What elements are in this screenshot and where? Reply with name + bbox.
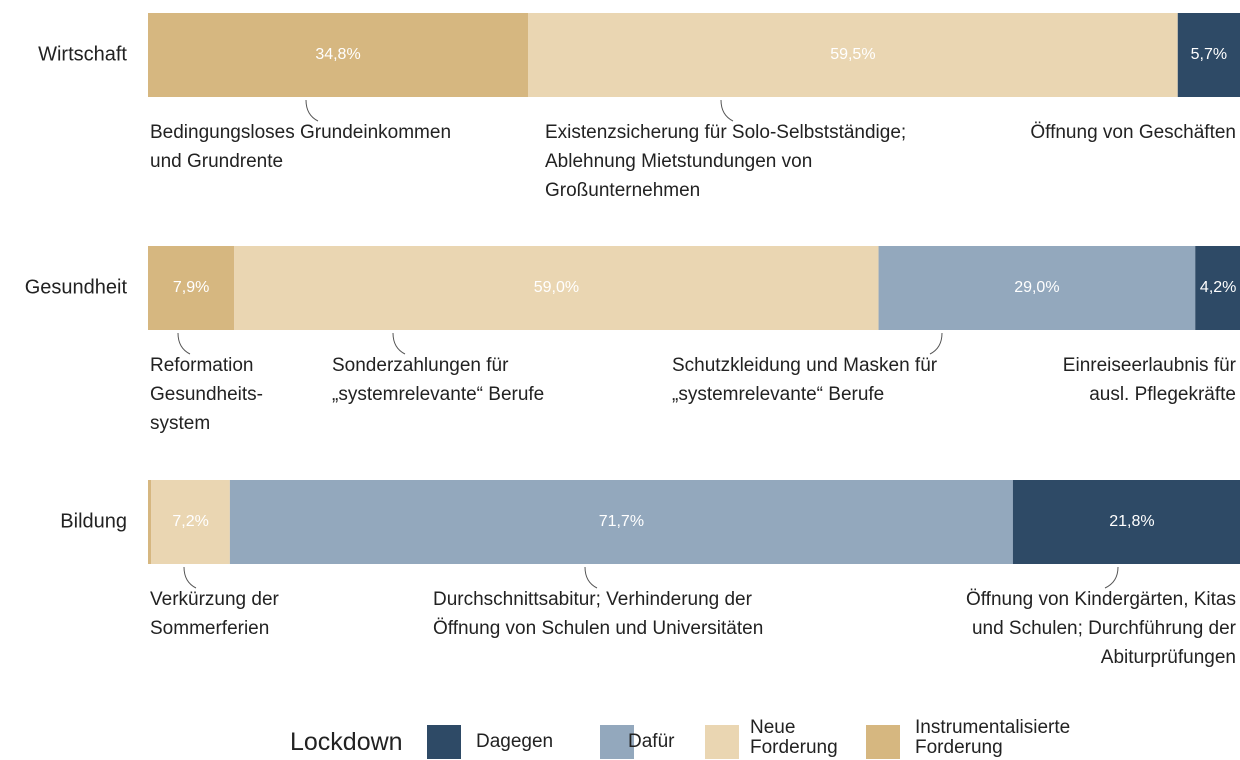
category-label: Gesundheit — [25, 276, 128, 298]
annotation-text: Öffnung von Geschäften — [1030, 122, 1236, 143]
bar-segment — [528, 13, 1178, 97]
bar-segment — [1195, 246, 1240, 330]
leader-line — [183, 566, 197, 589]
value-label: 59,0% — [534, 279, 579, 296]
annotation-text: Durchschnittsabitur; Verhinderung der — [433, 589, 753, 610]
leader-line — [305, 99, 319, 122]
value-label: 29,0% — [1014, 279, 1059, 296]
annotation-text: Gesundheits- — [150, 384, 263, 405]
annotation-text: Ablehnung Mietstundungen von — [545, 151, 812, 172]
annotation-text: „systemrelevante“ Berufe — [672, 384, 884, 405]
value-label: 21,8% — [1109, 513, 1154, 530]
annotation-text: Bedingungsloses Grundeinkommen — [150, 122, 451, 143]
value-label: 7,9% — [173, 279, 209, 296]
leader-line — [177, 332, 191, 355]
annotation-text: system — [150, 413, 210, 434]
annotation-text: Schutzkleidung und Masken für — [672, 355, 938, 376]
legend-title: Lockdown — [290, 728, 403, 756]
value-label: 4,2% — [1200, 279, 1236, 296]
annotation-text: Verkürzung der — [150, 589, 280, 610]
legend-label: Dagegen — [476, 731, 554, 752]
bar-segment — [151, 480, 230, 564]
leader-line — [720, 99, 734, 122]
bar-segment — [1012, 480, 1240, 564]
leader-line — [929, 332, 943, 355]
legend-swatch — [705, 725, 739, 759]
legend-swatch — [866, 725, 900, 759]
annotation-text: und Schulen; Durchführung der — [972, 618, 1237, 639]
annotation-text: Öffnung von Kindergärten, Kitas — [966, 589, 1236, 610]
value-label: 7,2% — [172, 513, 208, 530]
value-label: 71,7% — [599, 513, 644, 530]
category-label: Bildung — [60, 510, 127, 532]
category-label: Wirtschaft — [38, 43, 127, 65]
bar-segment — [148, 246, 235, 330]
value-label: 59,5% — [830, 46, 875, 63]
leader-line — [1104, 566, 1119, 589]
annotation-text: „systemrelevante“ Berufe — [332, 384, 544, 405]
annotation-text: Großunternehmen — [545, 180, 700, 201]
annotation-text: Sommerferien — [150, 618, 269, 639]
annotation-text: Reformation — [150, 355, 254, 376]
leader-line — [584, 566, 598, 589]
annotation-text: ausl. Pflegekräfte — [1089, 384, 1236, 405]
bar-segment — [229, 480, 1013, 564]
leader-line — [392, 332, 406, 355]
annotation-text: Abiturprüfungen — [1101, 647, 1236, 668]
legend-swatch — [600, 725, 634, 759]
bar-segment — [1177, 13, 1240, 97]
annotation-text: und Grundrente — [150, 151, 283, 172]
annotation-text: Einreiseerlaubnis für — [1063, 355, 1237, 376]
legend-label: Dafür — [628, 731, 675, 752]
value-label: 34,8% — [315, 46, 360, 63]
bar-segment — [148, 480, 152, 564]
annotation-text: Sonderzahlungen für — [332, 355, 509, 376]
bar-segment — [148, 13, 529, 97]
legend-swatch — [427, 725, 461, 759]
value-label: 5,7% — [1191, 46, 1227, 63]
annotation-text: Existenzsicherung für Solo-Selbstständig… — [545, 122, 906, 143]
bar-segment — [878, 246, 1196, 330]
legend-label: Neue Forderung — [750, 717, 838, 758]
annotation-text: Öffnung von Schulen und Universitäten — [433, 618, 763, 639]
bar-segment — [234, 246, 879, 330]
legend-label: Instrumentalisierte Forderung — [915, 717, 1071, 758]
